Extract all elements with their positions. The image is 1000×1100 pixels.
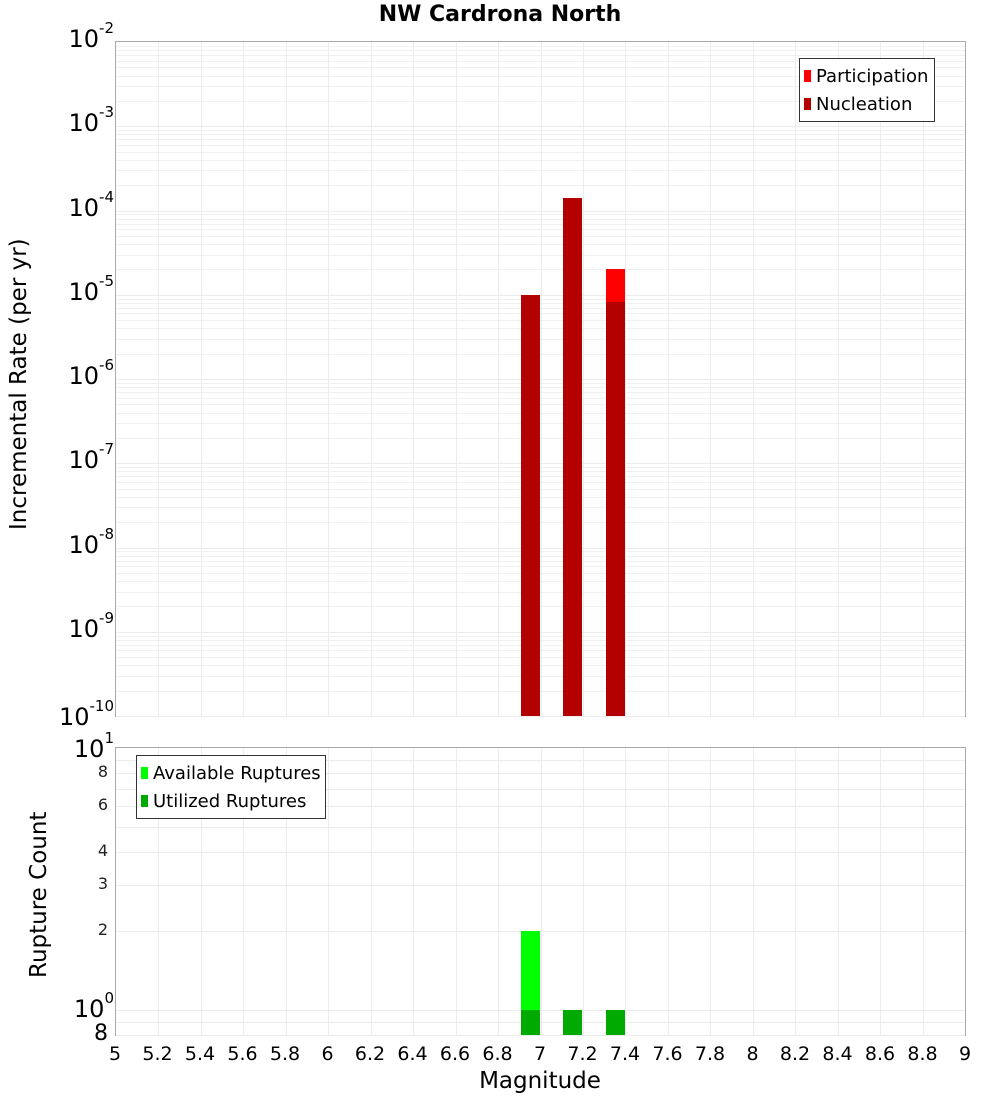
utilized-swatch-icon	[141, 795, 148, 807]
count-y-axis-title: Rupture Count	[26, 812, 52, 978]
grid-line	[795, 42, 796, 716]
x-tick-label: 6	[321, 1043, 333, 1065]
x-axis-title: Magnitude	[0, 1068, 1000, 1094]
grid-line	[541, 42, 542, 716]
legend-item-nucleation: Nucleation	[804, 90, 928, 118]
x-tick-label: 6.6	[440, 1043, 470, 1065]
grid-line	[668, 42, 669, 716]
x-tick-label: 8.2	[780, 1043, 810, 1065]
grid-line	[541, 748, 542, 1035]
grid-line	[243, 42, 244, 716]
x-tick-label: 6.2	[355, 1043, 385, 1065]
grid-line	[923, 42, 924, 716]
rate-y-tick: 10-2	[0, 25, 114, 53]
x-tick-label: 7.8	[695, 1043, 725, 1065]
grid-line	[838, 748, 839, 1035]
grid-line	[923, 748, 924, 1035]
grid-line	[795, 748, 796, 1035]
grid-line	[498, 42, 499, 716]
legend-item-available: Available Ruptures	[141, 759, 321, 787]
x-tick-label: 5	[109, 1043, 121, 1065]
legend-label: Participation	[816, 66, 928, 87]
grid-line	[668, 748, 669, 1035]
grid-line	[625, 748, 626, 1035]
count-y-tick-bottom: 8	[0, 1021, 108, 1046]
utilized-bar	[521, 1010, 540, 1035]
grid-line	[456, 42, 457, 716]
utilized-bar	[606, 1010, 625, 1035]
utilized-bar	[563, 1010, 582, 1035]
x-tick-label: 5.4	[185, 1043, 215, 1065]
nucleation-bar	[521, 295, 540, 716]
count-y-tick-minor: 3	[78, 874, 108, 893]
x-tick-label: 5.6	[227, 1043, 257, 1065]
grid-line	[413, 748, 414, 1035]
grid-line	[880, 42, 881, 716]
x-tick-label: 7.6	[652, 1043, 682, 1065]
nucleation-bar	[606, 302, 625, 716]
x-tick-label: 5.2	[142, 1043, 172, 1065]
count-y-tick-minor: 6	[78, 795, 108, 814]
grid-line	[456, 748, 457, 1035]
participation-swatch-icon	[804, 70, 811, 82]
grid-line	[583, 42, 584, 716]
grid-line	[753, 42, 754, 716]
legend-item-utilized: Utilized Ruptures	[141, 787, 321, 815]
rate-legend: Participation Nucleation	[799, 58, 935, 122]
rate-plot-area	[115, 41, 966, 717]
nucleation-swatch-icon	[804, 98, 811, 110]
rate-y-tick: 10-10	[0, 703, 114, 731]
grid-line	[116, 1035, 965, 1036]
grid-line	[583, 748, 584, 1035]
grid-line	[158, 42, 159, 716]
x-tick-label: 9	[959, 1043, 971, 1065]
grid-line	[498, 748, 499, 1035]
count-y-tick-major: 101	[0, 735, 114, 763]
grid-line	[710, 748, 711, 1035]
grid-line	[625, 42, 626, 716]
legend-item-participation: Participation	[804, 62, 928, 90]
x-tick-label: 5.8	[270, 1043, 300, 1065]
grid-line	[116, 716, 965, 717]
rate-y-tick: 10-4	[0, 194, 114, 222]
count-legend: Available Ruptures Utilized Ruptures	[136, 755, 326, 819]
x-tick-label: 8.8	[907, 1043, 937, 1065]
grid-line	[880, 748, 881, 1035]
grid-line	[371, 748, 372, 1035]
grid-line	[413, 42, 414, 716]
x-tick-label: 7	[534, 1043, 546, 1065]
count-y-tick-minor: 4	[78, 841, 108, 860]
x-tick-label: 6.4	[397, 1043, 427, 1065]
grid-line	[201, 42, 202, 716]
grid-line	[328, 42, 329, 716]
rate-y-tick: 10-9	[0, 615, 114, 643]
x-tick-label: 8	[746, 1043, 758, 1065]
grid-line	[328, 748, 329, 1035]
x-tick-label: 7.2	[567, 1043, 597, 1065]
count-y-tick-minor: 2	[78, 920, 108, 939]
count-y-tick-major: 100	[0, 995, 114, 1023]
nucleation-bar	[563, 198, 582, 716]
x-tick-label: 8.6	[865, 1043, 895, 1065]
grid-line	[753, 748, 754, 1035]
chart-title: NW Cardrona North	[0, 2, 1000, 27]
legend-label: Utilized Ruptures	[153, 791, 306, 812]
grid-line	[371, 42, 372, 716]
rate-y-axis-title: Incremental Rate (per yr)	[6, 238, 32, 530]
x-tick-label: 7.4	[610, 1043, 640, 1065]
legend-label: Nucleation	[816, 94, 912, 115]
grid-line	[286, 42, 287, 716]
x-tick-label: 8.4	[822, 1043, 852, 1065]
count-y-tick-minor: 8	[78, 762, 108, 781]
rate-y-tick: 10-3	[0, 109, 114, 137]
x-tick-label: 6.8	[482, 1043, 512, 1065]
legend-label: Available Ruptures	[153, 763, 321, 784]
available-swatch-icon	[141, 767, 148, 779]
rate-y-tick: 10-8	[0, 531, 114, 559]
grid-line	[710, 42, 711, 716]
grid-line	[838, 42, 839, 716]
